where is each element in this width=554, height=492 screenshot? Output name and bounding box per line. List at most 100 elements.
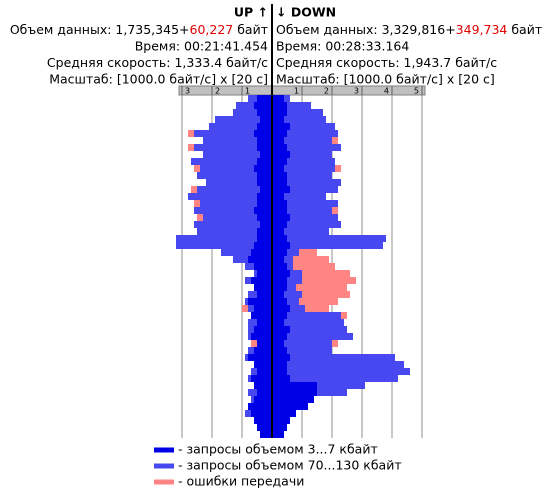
up-bar (260, 221, 272, 228)
info-segment: Объем данных: 1,735,345+ (10, 22, 190, 37)
up-bar (248, 256, 272, 263)
up-bar (257, 123, 272, 130)
info-segment: Время: 00:21:41.454 (135, 38, 268, 53)
up-bar (251, 396, 254, 403)
down-bar (272, 130, 287, 137)
legend-label: - ошибки передачи (178, 474, 304, 489)
down-bar (272, 214, 290, 221)
up-bar (251, 312, 272, 319)
down-bar (272, 186, 290, 193)
down-bar (272, 347, 287, 354)
down-bar (302, 270, 350, 277)
up-bar (200, 165, 254, 172)
info-segment: Время: 00:28:33.164 (276, 38, 409, 53)
up-bar (251, 375, 272, 382)
down-bar (335, 165, 341, 172)
info-line: Масштаб: [1000.0 байт/с] x [20 с] (49, 71, 268, 86)
down-bar (272, 277, 287, 284)
up-bar (203, 151, 260, 158)
down-bar (284, 291, 302, 298)
info-line: Масштаб: [1000.0 байт/с] x [20 с] (276, 71, 495, 86)
up-bar (197, 172, 257, 179)
up-bar (257, 228, 272, 235)
down-bar (305, 305, 329, 312)
up-bar (248, 375, 251, 382)
up-bar (254, 361, 272, 368)
up-bar (257, 368, 272, 375)
down-bar (287, 333, 353, 340)
up-bar (194, 200, 200, 207)
up-bar (194, 144, 257, 151)
down-bar (287, 284, 296, 291)
up-bar (251, 368, 257, 375)
up-bar (191, 186, 197, 193)
up-bar (194, 207, 254, 214)
down-bar (290, 326, 347, 333)
down-bar (284, 193, 326, 200)
up-bar (254, 326, 272, 333)
down-bar (272, 354, 290, 361)
up-bar (257, 179, 272, 186)
up-bar (257, 158, 272, 165)
down-bar (272, 102, 287, 109)
up-bar (254, 130, 272, 137)
up-bar (221, 249, 251, 256)
up-bar (254, 207, 272, 214)
up-bar (191, 158, 257, 165)
up-bar (254, 305, 272, 312)
down-bar (272, 410, 296, 417)
down-bar (290, 123, 335, 130)
up-bar (257, 270, 272, 277)
up-bar (254, 263, 272, 270)
up-bar (260, 151, 272, 158)
down-bar (287, 221, 341, 228)
x-tick-label: 1 (245, 87, 250, 96)
up-bar (257, 109, 272, 116)
down-bar (272, 424, 287, 431)
up-bar (257, 389, 272, 396)
up-bar (236, 102, 254, 109)
down-bar (284, 228, 329, 235)
up-bar (209, 123, 257, 130)
down-bar (293, 263, 335, 270)
up-bar (251, 277, 272, 284)
x-tick-label: 3 (354, 87, 359, 96)
down-bar (287, 368, 410, 375)
x-tick-label: 3 (185, 87, 190, 96)
up-bar (203, 214, 257, 221)
down-bar (272, 417, 290, 424)
up-bar (251, 249, 272, 256)
down-bar (284, 340, 332, 347)
info-segment: Объем данных: 3,329,816+ (276, 22, 456, 37)
down-bar (272, 158, 287, 165)
down-bar (272, 228, 284, 235)
down-bar (284, 95, 290, 102)
down-bar (272, 319, 284, 326)
down-bar (272, 403, 308, 410)
x-tick-label: 2 (324, 87, 329, 96)
down-bar (272, 116, 284, 123)
up-bar (257, 214, 272, 221)
up-bar (176, 235, 257, 242)
up-bar (215, 116, 260, 123)
down-bar (272, 256, 284, 263)
down-bar (287, 158, 335, 165)
down-bar (299, 249, 317, 256)
up-bar (248, 291, 257, 298)
down-bar (272, 326, 290, 333)
down-bar (287, 144, 341, 151)
down-bar (287, 263, 293, 270)
down-bar (272, 172, 287, 179)
down-bar (287, 207, 332, 214)
down-bar (341, 312, 347, 319)
up-bar (188, 193, 257, 200)
up-bar (251, 410, 272, 417)
info-segment: 60,227 (190, 22, 234, 37)
up-bar (245, 298, 248, 305)
down-bar (287, 235, 386, 242)
up-bar (257, 340, 272, 347)
down-bar (287, 298, 299, 305)
down-bar (290, 375, 398, 382)
down-bar (290, 242, 383, 249)
up-bar (197, 228, 257, 235)
